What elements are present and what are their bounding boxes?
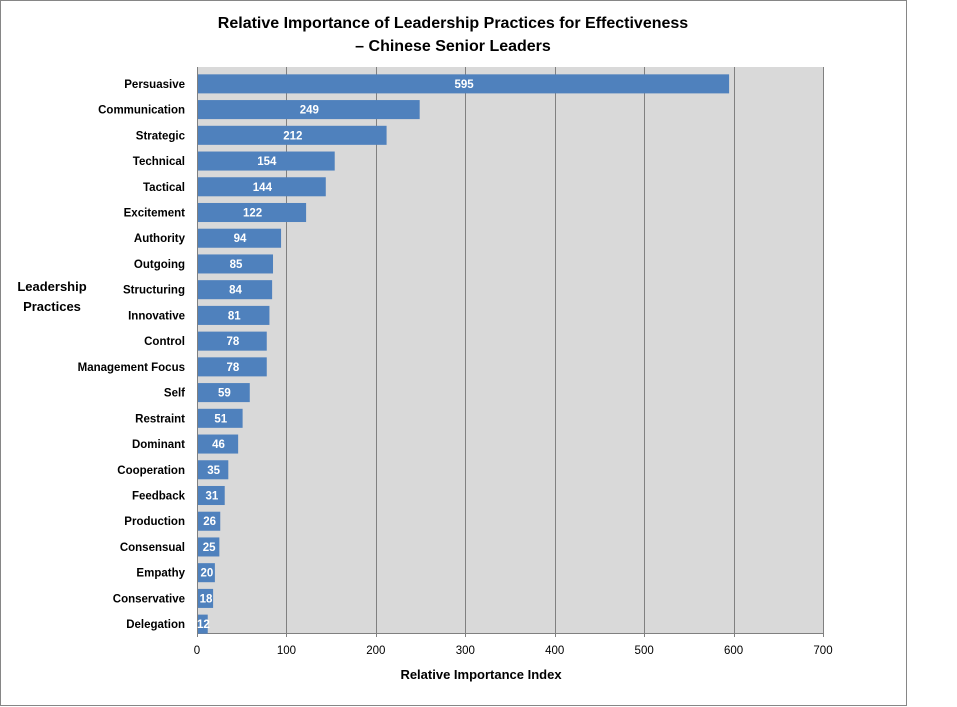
category-label-communication: Communication xyxy=(98,105,185,117)
x-tick-label-600: 600 xyxy=(724,645,743,657)
x-tick-labels: 0 100 200 300 400 500 600 700 xyxy=(194,645,833,657)
chart-title-line-2: – Chinese Senior Leaders xyxy=(355,38,551,55)
data-label-authority: 94 xyxy=(234,233,247,245)
data-label-production: 26 xyxy=(203,516,216,528)
data-label-strategic: 212 xyxy=(283,130,302,142)
category-label-cooperation: Cooperation xyxy=(117,465,185,477)
bar-management-focus xyxy=(198,357,267,377)
category-label-management-focus: Management Focus xyxy=(78,362,185,374)
category-label-strategic: Strategic xyxy=(136,130,186,142)
category-labels: Persuasive Communication Strategic Technica… xyxy=(78,79,186,631)
data-labels: 595 249 212 154 144 122 94 85 84 81 78 78 59 51 46 35 31… xyxy=(197,79,474,631)
x-axis-title: Relative Importance Index xyxy=(400,667,562,682)
data-label-consensual: 25 xyxy=(203,542,216,554)
category-label-excitement: Excitement xyxy=(124,208,186,220)
x-tick-label-500: 500 xyxy=(635,645,654,657)
category-label-restraint: Restraint xyxy=(135,413,185,425)
category-label-persuasive: Persuasive xyxy=(124,79,185,91)
category-label-empathy: Empathy xyxy=(136,568,185,580)
bar-persuasive xyxy=(198,74,730,94)
data-label-self: 59 xyxy=(218,388,231,400)
bar-conservative xyxy=(198,588,214,608)
bar-empathy xyxy=(198,563,215,583)
data-label-control: 78 xyxy=(226,336,239,348)
bar-excitement xyxy=(198,202,307,223)
data-label-management-focus: 78 xyxy=(226,362,239,374)
category-label-control: Control xyxy=(144,336,185,348)
x-tick-label-100: 100 xyxy=(277,645,296,657)
category-label-feedback: Feedback xyxy=(132,491,186,503)
category-label-delegation: Delegation xyxy=(126,619,185,631)
x-tick-label-300: 300 xyxy=(456,645,475,657)
gridlines xyxy=(197,67,824,637)
data-label-dominant: 46 xyxy=(212,439,225,451)
category-label-consensual: Consensual xyxy=(120,542,185,554)
x-tick-label-0: 0 xyxy=(194,645,200,657)
x-tick-label-200: 200 xyxy=(366,645,385,657)
bar-authority xyxy=(198,228,282,248)
category-label-outgoing: Outgoing xyxy=(134,259,185,271)
bar-control xyxy=(198,331,267,351)
data-label-excitement: 122 xyxy=(243,208,262,220)
data-label-conservative: 18 xyxy=(200,593,213,605)
bar-outgoing xyxy=(198,254,274,274)
data-label-restraint: 51 xyxy=(214,413,227,425)
category-label-production: Production xyxy=(124,516,185,528)
data-label-tactical: 144 xyxy=(253,182,273,194)
bar-production xyxy=(198,511,221,531)
bar-dominant xyxy=(198,434,239,454)
chart-title-line-1: Relative Importance of Leadership Practi… xyxy=(218,15,689,32)
bar-communication xyxy=(198,100,420,120)
data-label-outgoing: 85 xyxy=(230,259,243,271)
category-label-tactical: Tactical xyxy=(143,182,185,194)
y-axis-title-line-1: Leadership xyxy=(17,279,86,294)
category-label-dominant: Dominant xyxy=(132,439,185,451)
bar-technical xyxy=(198,151,335,171)
data-label-structuring: 84 xyxy=(229,285,242,297)
category-label-innovative: Innovative xyxy=(128,310,185,322)
category-label-self: Self xyxy=(164,388,185,400)
data-label-technical: 154 xyxy=(257,156,277,168)
bar-delegation xyxy=(198,614,208,634)
category-label-structuring: Structuring xyxy=(123,285,185,297)
data-label-innovative: 81 xyxy=(228,310,241,322)
x-tick-label-400: 400 xyxy=(545,645,564,657)
bar-strategic xyxy=(198,125,387,145)
bar-innovative xyxy=(198,305,270,325)
bars xyxy=(198,74,730,634)
category-label-conservative: Conservative xyxy=(113,593,185,605)
data-label-persuasive: 595 xyxy=(454,79,474,91)
data-label-feedback: 31 xyxy=(205,491,218,503)
data-label-empathy: 20 xyxy=(201,568,214,580)
bar-consensual xyxy=(198,537,220,557)
category-label-authority: Authority xyxy=(134,233,186,245)
bar-feedback xyxy=(198,485,225,506)
bar-tactical xyxy=(198,177,326,197)
data-label-delegation: 12 xyxy=(197,619,210,631)
bar-cooperation xyxy=(198,460,229,480)
bar-structuring xyxy=(198,280,273,300)
data-label-communication: 249 xyxy=(300,105,319,117)
bar-restraint xyxy=(198,408,243,428)
x-tick-label-700: 700 xyxy=(813,645,832,657)
data-label-cooperation: 35 xyxy=(207,465,220,477)
category-label-technical: Technical xyxy=(133,156,185,168)
bar-self xyxy=(198,383,250,403)
y-axis-title-line-2: Practices xyxy=(23,299,81,314)
